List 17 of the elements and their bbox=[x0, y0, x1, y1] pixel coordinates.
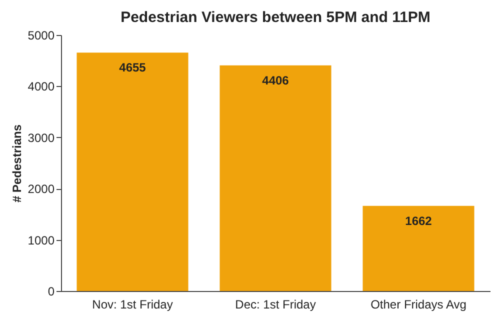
x-tick-label: Dec: 1st Friday bbox=[235, 298, 316, 312]
bar bbox=[220, 65, 332, 291]
y-tick-label: 2000 bbox=[28, 182, 55, 196]
y-tick-label: 1000 bbox=[28, 233, 55, 248]
y-axis-title: # Pedestrians bbox=[10, 124, 24, 203]
bar bbox=[362, 206, 474, 291]
data-label: 1662 bbox=[405, 214, 432, 228]
bar bbox=[76, 52, 188, 291]
x-tick-label: Other Fridays Avg bbox=[370, 298, 466, 312]
data-label: 4655 bbox=[119, 60, 146, 75]
y-tick-label: 0 bbox=[48, 284, 55, 298]
y-tick-label: 5000 bbox=[28, 28, 55, 42]
y-tick-label: 3000 bbox=[28, 130, 55, 145]
chart-title: Pedestrian Viewers between 5PM and 11PM bbox=[120, 9, 430, 26]
x-tick-label: Nov: 1st Friday bbox=[92, 298, 173, 312]
y-tick-label: 4000 bbox=[28, 80, 55, 94]
data-label: 4406 bbox=[262, 73, 290, 88]
